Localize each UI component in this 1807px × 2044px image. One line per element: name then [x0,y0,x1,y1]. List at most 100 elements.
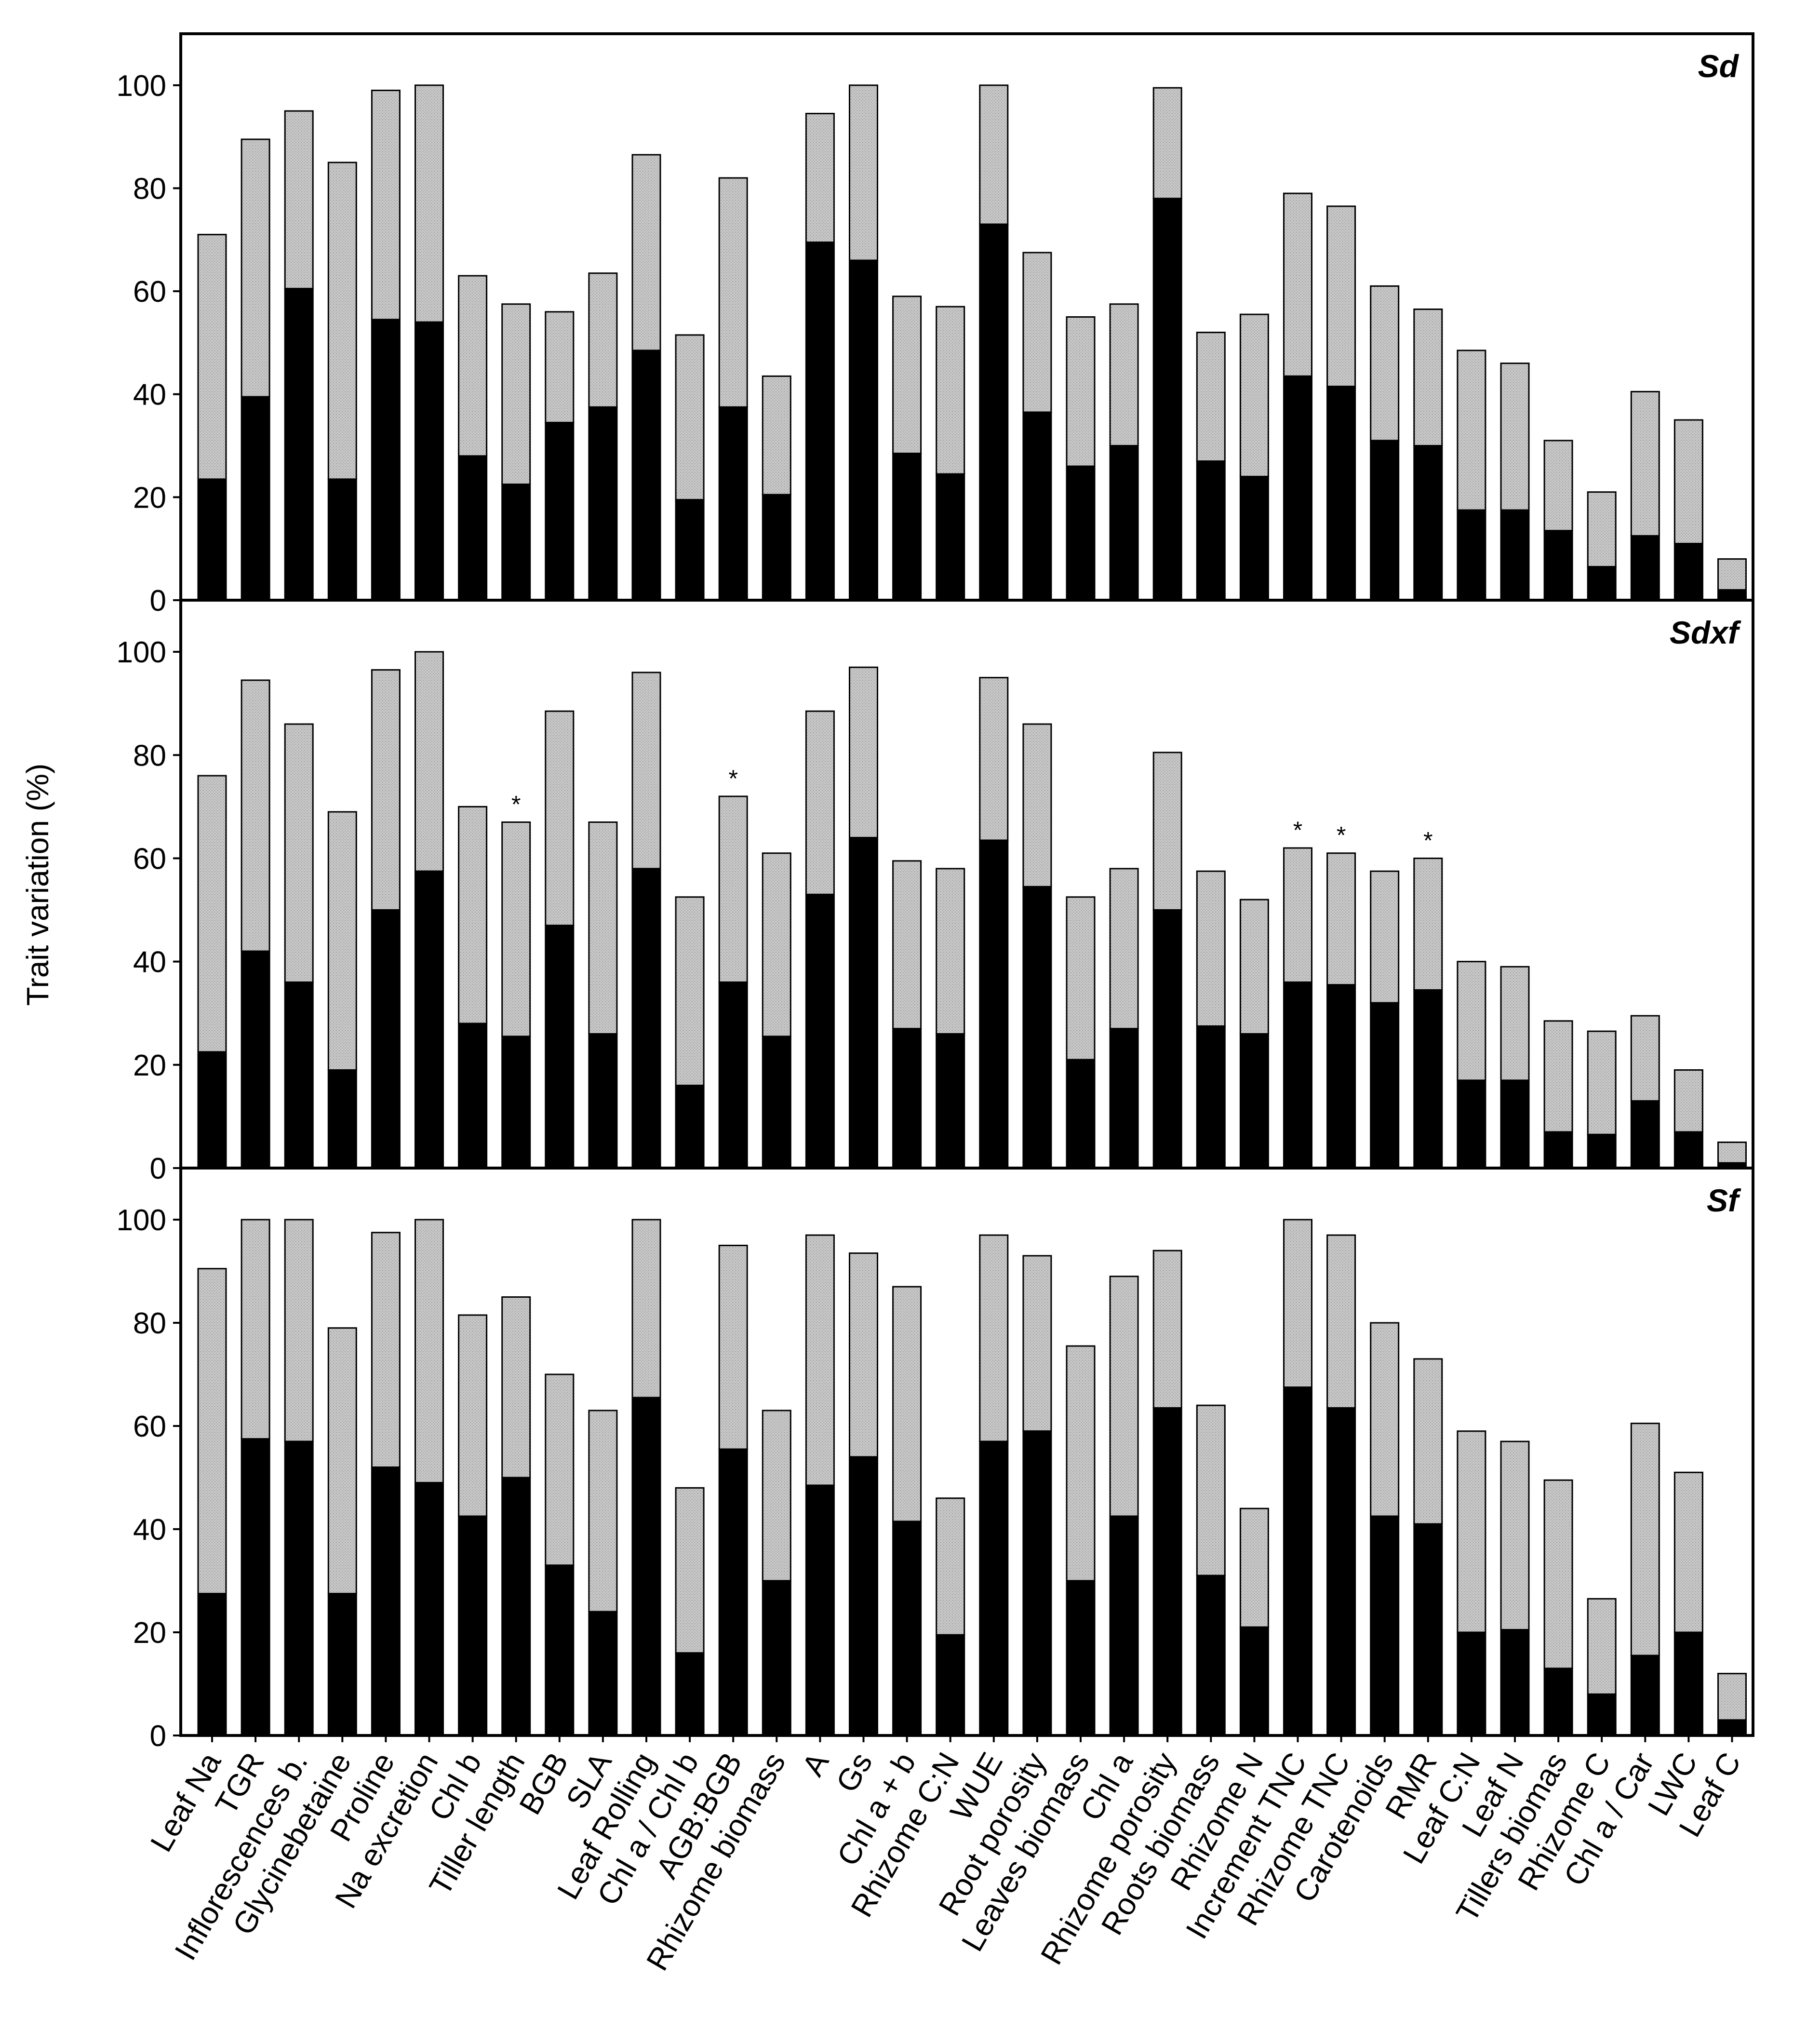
bar-lower-sd-12 [718,406,748,601]
bar-lower-sdxf-12 [718,981,748,1169]
bar-lower-sdxf-9 [588,1033,618,1169]
y-tick-label-sdxf-40: 40 [133,946,166,979]
bar-upper-sdxf-24 [1239,899,1269,1035]
y-tick-label-sf-0: 0 [150,1720,166,1753]
bar-upper-sf-25 [1283,1219,1312,1388]
bar-lower-sf-24 [1239,1626,1269,1736]
bar-lower-sdxf-11 [675,1085,705,1169]
bar-upper-sf-30 [1500,1440,1530,1631]
bar-upper-sd-26 [1326,205,1356,388]
panel-label-sf: Sf [1707,1183,1741,1218]
bar-lower-sd-32 [1587,566,1617,601]
bar-lower-sd-19 [1022,411,1052,601]
bar-lower-sd-18 [979,223,1009,601]
bar-upper-sf-13 [762,1410,791,1582]
bar-lower-sdxf-13 [762,1035,791,1169]
bar-upper-sdxf-29 [1457,961,1486,1081]
bar-lower-sdxf-6 [458,1022,488,1169]
bar-lower-sd-35 [1717,589,1747,601]
bar-lower-sd-22 [1152,198,1182,601]
y-tick-label-sd-20: 20 [133,481,166,514]
bar-lower-sd-11 [675,499,705,601]
bar-lower-sd-25 [1283,375,1312,601]
bar-upper-sdxf-0 [197,775,227,1053]
bar-lower-sf-31 [1543,1667,1573,1736]
bar-upper-sf-20 [1066,1345,1096,1582]
bar-lower-sf-23 [1196,1574,1226,1736]
x-category-label-8: BGB [512,1747,575,1820]
bar-lower-sf-11 [675,1652,705,1736]
bar-upper-sd-17 [936,306,965,475]
bar-lower-sd-33 [1630,535,1660,601]
bar-upper-sd-34 [1673,419,1703,544]
bar-lower-sd-31 [1543,530,1573,601]
bar-upper-sd-3 [327,161,357,480]
bar-lower-sf-21 [1109,1515,1139,1736]
bar-lower-sdxf-26 [1326,984,1356,1169]
bar-upper-sd-13 [762,375,791,496]
bar-upper-sd-28 [1413,308,1443,447]
bar-upper-sd-0 [197,234,227,480]
y-tick-label-sdxf-80: 80 [133,739,166,772]
bar-lower-sf-19 [1022,1430,1052,1736]
bar-lower-sd-27 [1370,440,1400,601]
bar-upper-sdxf-22 [1152,752,1182,911]
bar-lower-sd-0 [197,478,227,601]
bar-upper-sf-10 [631,1219,661,1399]
bar-lower-sdxf-16 [892,1028,922,1169]
bar-lower-sf-5 [415,1482,444,1736]
bar-lower-sf-20 [1066,1580,1096,1736]
bar-lower-sd-23 [1196,460,1226,601]
bar-lower-sdxf-25 [1283,981,1312,1169]
bar-upper-sd-30 [1500,363,1530,511]
bar-upper-sd-19 [1022,252,1052,413]
bar-upper-sd-18 [979,84,1009,225]
bar-lower-sf-1 [241,1438,270,1736]
y-tick-label-sf-60: 60 [133,1410,166,1443]
bar-upper-sf-34 [1673,1471,1703,1633]
bar-lower-sdxf-29 [1457,1079,1486,1169]
bar-upper-sdxf-31 [1543,1020,1573,1133]
bar-lower-sd-21 [1109,445,1139,601]
panel-frame-sf [179,1167,1754,1737]
bar-upper-sf-7 [501,1296,531,1479]
bar-upper-sdxf-17 [936,868,965,1035]
y-tick-label-sf-20: 20 [133,1616,166,1650]
bar-upper-sd-21 [1109,303,1139,447]
bar-upper-sf-11 [675,1487,705,1654]
bar-lower-sdxf-14 [805,893,835,1169]
bar-upper-sdxf-25 [1283,847,1312,983]
bar-upper-sdxf-12 [718,795,748,983]
bar-upper-sd-1 [241,138,270,398]
bar-upper-sf-27 [1370,1322,1400,1517]
bar-lower-sf-30 [1500,1629,1530,1736]
bar-lower-sdxf-19 [1022,886,1052,1169]
significance-star-sdxf-7: * [511,791,521,818]
bar-upper-sd-2 [284,110,314,290]
bar-upper-sf-0 [197,1268,227,1595]
bar-upper-sf-5 [415,1219,444,1484]
bar-lower-sf-4 [371,1466,401,1736]
bar-lower-sf-8 [545,1564,575,1736]
bar-upper-sdxf-5 [415,651,444,872]
bar-lower-sd-26 [1326,386,1356,601]
bar-lower-sdxf-18 [979,839,1009,1169]
bar-lower-sd-34 [1673,543,1703,601]
bar-lower-sdxf-28 [1413,989,1443,1169]
bar-lower-sdxf-7 [501,1035,531,1169]
bar-lower-sd-4 [371,319,401,601]
bar-lower-sf-9 [588,1611,618,1736]
bar-lower-sf-0 [197,1593,227,1736]
bar-upper-sd-20 [1066,316,1096,467]
bar-lower-sd-1 [241,396,270,601]
bar-upper-sf-24 [1239,1507,1269,1628]
bar-lower-sd-8 [545,421,575,601]
bar-upper-sdxf-35 [1717,1141,1747,1164]
bar-lower-sf-15 [849,1456,878,1736]
bar-lower-sdxf-33 [1630,1100,1660,1169]
bar-upper-sdxf-18 [979,677,1009,841]
bar-upper-sdxf-6 [458,806,488,1024]
y-tick-label-sdxf-100: 100 [117,636,166,669]
bar-upper-sdxf-27 [1370,870,1400,1004]
